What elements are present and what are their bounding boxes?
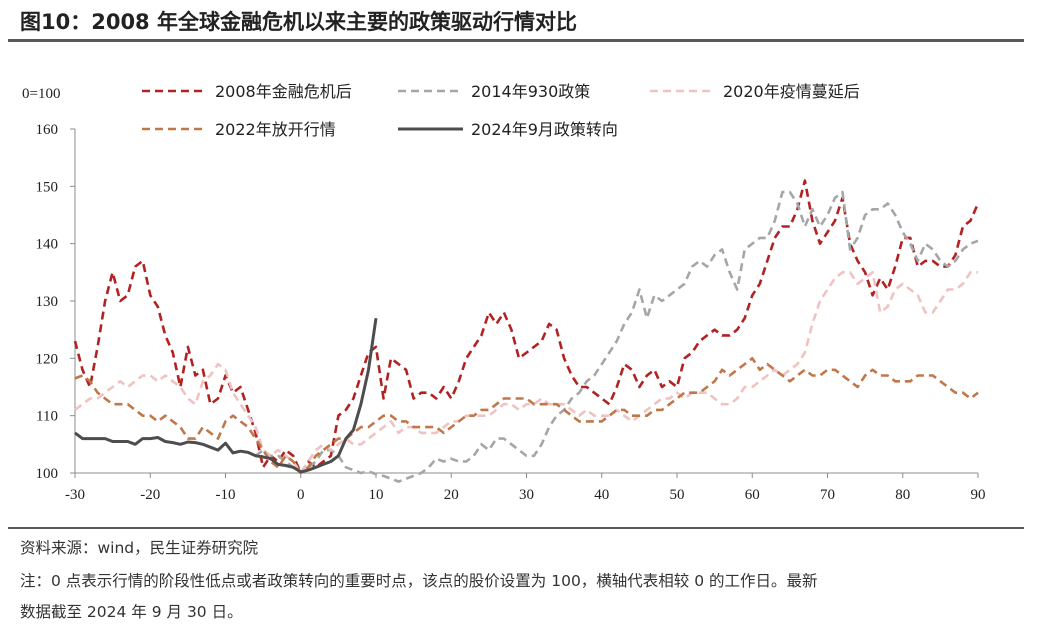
legend-label-3: 2020年疫情蔓延后 xyxy=(723,82,860,101)
x-tick-label: 20 xyxy=(444,487,459,503)
footnote-line-2: 数据截至 2024 年 9 月 30 日。 xyxy=(20,603,243,621)
legend-label-5: 2024年9月政策转向 xyxy=(471,120,618,139)
legend-label-4: 2022年放开行情 xyxy=(215,120,336,139)
y-tick-label: 100 xyxy=(36,466,59,482)
series-line-1 xyxy=(73,179,980,475)
y-tick-label: 150 xyxy=(36,179,59,195)
y-axis: 100 110 120 130 140 150 160 xyxy=(36,122,76,482)
y-tick-label: 130 xyxy=(36,294,59,310)
y-tick-label: 160 xyxy=(36,122,59,138)
x-tick-label: -30 xyxy=(65,487,85,503)
series-group xyxy=(73,179,980,483)
x-axis: -30 -20 -10 0 10 20 30 40 50 60 70 80 90 xyxy=(65,472,986,503)
legend: 2008年金融危机后 2014年930政策 2020年疫情蔓延后 2022年放开行情 2… xyxy=(142,82,860,139)
y-tick-label: 110 xyxy=(36,409,58,425)
series-line-2 xyxy=(254,190,979,483)
series-line-4 xyxy=(74,357,979,475)
series-line-3 xyxy=(74,271,978,475)
x-tick-label: 80 xyxy=(895,487,910,503)
line-chart: 0=100 2008年金融危机后 2014年930政策 2020年疫情蔓延后 2022… xyxy=(22,82,986,503)
unit-label: 0=100 xyxy=(22,86,60,102)
x-tick-label: 90 xyxy=(971,487,986,503)
x-tick-label: 50 xyxy=(670,487,685,503)
legend-label-2: 2014年930政策 xyxy=(471,82,590,101)
legend-label-1: 2008年金融危机后 xyxy=(215,82,352,101)
figure-title: 图10：2008 年全球金融危机以来主要的政策驱动行情对比 xyxy=(20,10,577,34)
top-divider xyxy=(8,39,1024,42)
series-line-5 xyxy=(74,317,378,474)
x-tick-label: 70 xyxy=(820,487,835,503)
y-tick-label: 140 xyxy=(36,237,59,253)
x-tick-label: 30 xyxy=(519,487,534,503)
x-tick-label: 10 xyxy=(369,487,384,503)
x-tick-label: 40 xyxy=(594,487,609,503)
x-tick-label: -10 xyxy=(216,487,236,503)
x-tick-label: -20 xyxy=(140,487,160,503)
footnote-line-1: 注：0 点表示行情的阶段性低点或者政策转向的重要时点，该点的股价设置为 100，… xyxy=(20,572,818,590)
x-tick-label: 60 xyxy=(745,487,760,503)
source-note: 资料来源：wind，民生证券研究院 xyxy=(20,539,259,557)
y-tick-label: 120 xyxy=(36,351,59,367)
bottom-divider xyxy=(8,527,1024,529)
x-tick-label: 0 xyxy=(297,487,305,503)
